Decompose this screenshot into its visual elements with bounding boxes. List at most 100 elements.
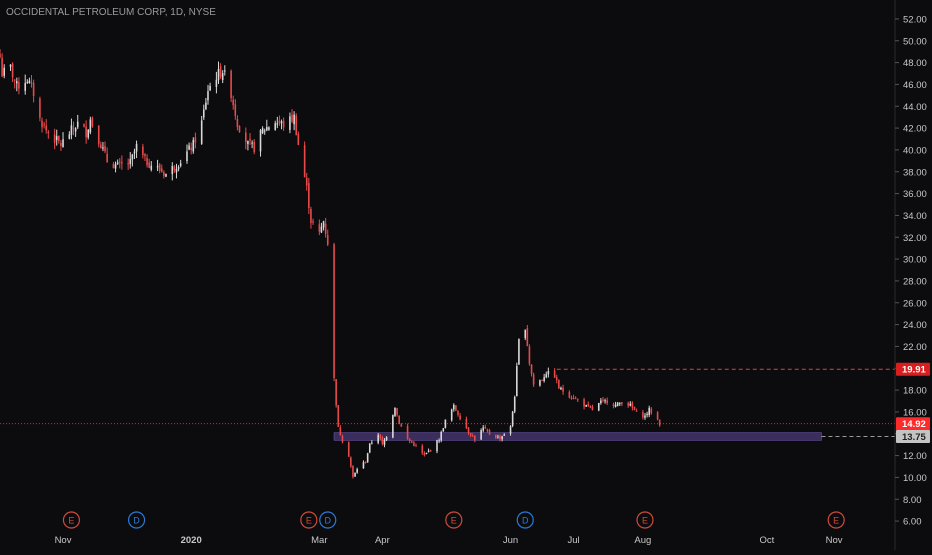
dividend-marker-circle xyxy=(516,511,534,529)
candle-up xyxy=(560,387,562,390)
earnings-marker[interactable]: E xyxy=(636,511,654,529)
candle-down xyxy=(53,134,56,143)
earnings-marker[interactable]: E xyxy=(62,511,81,529)
support-price-label-text: 13.75 xyxy=(902,432,926,443)
candle-up xyxy=(377,434,379,443)
candle-up xyxy=(175,169,178,173)
candle-up xyxy=(518,339,520,365)
candle-up xyxy=(192,139,195,152)
candle-up xyxy=(543,377,545,381)
earnings-marker-circle xyxy=(827,511,845,529)
candle-down xyxy=(555,377,558,381)
candle-down xyxy=(142,146,144,156)
earnings-marker-circle xyxy=(300,511,318,529)
candle-down xyxy=(455,405,457,411)
dividend-marker[interactable]: D xyxy=(127,511,146,529)
candle-down xyxy=(396,408,398,415)
candle-up xyxy=(224,70,226,72)
candle-up xyxy=(171,166,174,175)
candle-down xyxy=(467,427,470,433)
candle-down xyxy=(85,126,87,138)
dividend-marker-circle xyxy=(127,511,146,529)
candle-up xyxy=(362,462,365,469)
candle-up xyxy=(503,434,506,436)
candle-up xyxy=(644,415,646,418)
candle-down xyxy=(415,445,417,447)
candle-down xyxy=(471,435,474,437)
candle-up xyxy=(356,469,358,473)
candle-down xyxy=(236,119,239,127)
candle-up xyxy=(207,91,209,101)
candle-down xyxy=(465,418,468,429)
candle-down xyxy=(635,410,638,412)
price-tick-label: 42.00 xyxy=(903,124,927,135)
candle-down xyxy=(41,120,43,128)
candle-down xyxy=(589,405,592,408)
time-axis[interactable]: Nov 2020 Mar Apr Jun Jul Aug Oct Nov xyxy=(55,535,843,546)
candle-up xyxy=(614,404,617,407)
dividend-marker[interactable]: D xyxy=(319,511,337,529)
earnings-marker-circle xyxy=(445,511,463,529)
current-price-label: 14.92 xyxy=(896,417,930,431)
earnings-marker-circle xyxy=(62,511,81,529)
candle-down xyxy=(572,397,575,400)
earnings-marker-circle xyxy=(636,511,654,529)
candle-down xyxy=(312,221,314,223)
price-tick-label: 46.00 xyxy=(903,80,927,91)
candle-down xyxy=(97,125,100,145)
candle-up xyxy=(368,443,371,453)
candle-up xyxy=(135,143,138,152)
candle-down xyxy=(587,403,590,406)
support-price-label: 13.75 xyxy=(896,429,930,443)
candle-down xyxy=(658,419,661,426)
candle-up xyxy=(133,151,136,154)
candle-up xyxy=(165,173,167,177)
candle-up xyxy=(274,123,277,130)
candle-down xyxy=(297,133,300,145)
dividend-marker-label: D xyxy=(324,516,331,526)
candles-layer xyxy=(0,48,661,479)
candle-down xyxy=(234,104,237,116)
candle-up xyxy=(480,430,482,440)
candle-down xyxy=(495,435,497,438)
candle-up xyxy=(597,402,600,411)
candle-up xyxy=(383,439,386,445)
earnings-marker[interactable]: E xyxy=(300,511,318,529)
candle-up xyxy=(453,404,455,410)
candle-down xyxy=(627,402,629,406)
time-tick-label: Nov xyxy=(55,535,72,546)
candle-up xyxy=(68,134,71,139)
earnings-marker[interactable]: E xyxy=(827,511,845,529)
current-price-label-bg xyxy=(896,417,930,431)
candle-up xyxy=(268,127,270,130)
candle-down xyxy=(219,66,222,77)
candle-up xyxy=(179,163,182,166)
price-tick-label: 48.00 xyxy=(903,58,927,69)
dividend-marker[interactable]: D xyxy=(516,511,534,529)
candle-down xyxy=(282,120,285,128)
candle-up xyxy=(289,116,291,130)
candle-up xyxy=(217,68,220,81)
candle-down xyxy=(381,437,384,444)
candle-up xyxy=(604,400,606,402)
candle-up xyxy=(539,380,541,386)
earnings-marker-label: E xyxy=(68,516,74,526)
candle-up xyxy=(87,129,90,138)
candle-down xyxy=(591,406,594,411)
candle-down xyxy=(32,82,35,97)
candle-up xyxy=(186,151,188,162)
resistance-price-label: 19.91 xyxy=(896,362,930,376)
earnings-marker[interactable]: E xyxy=(445,511,463,529)
candle-down xyxy=(72,127,75,129)
candle-up xyxy=(9,64,12,67)
candle-down xyxy=(650,408,653,414)
candle-down xyxy=(612,404,615,407)
time-tick-label: Oct xyxy=(759,535,774,546)
candle-down xyxy=(160,168,163,172)
candle-down xyxy=(333,244,335,379)
earnings-marker-label: E xyxy=(642,516,648,526)
